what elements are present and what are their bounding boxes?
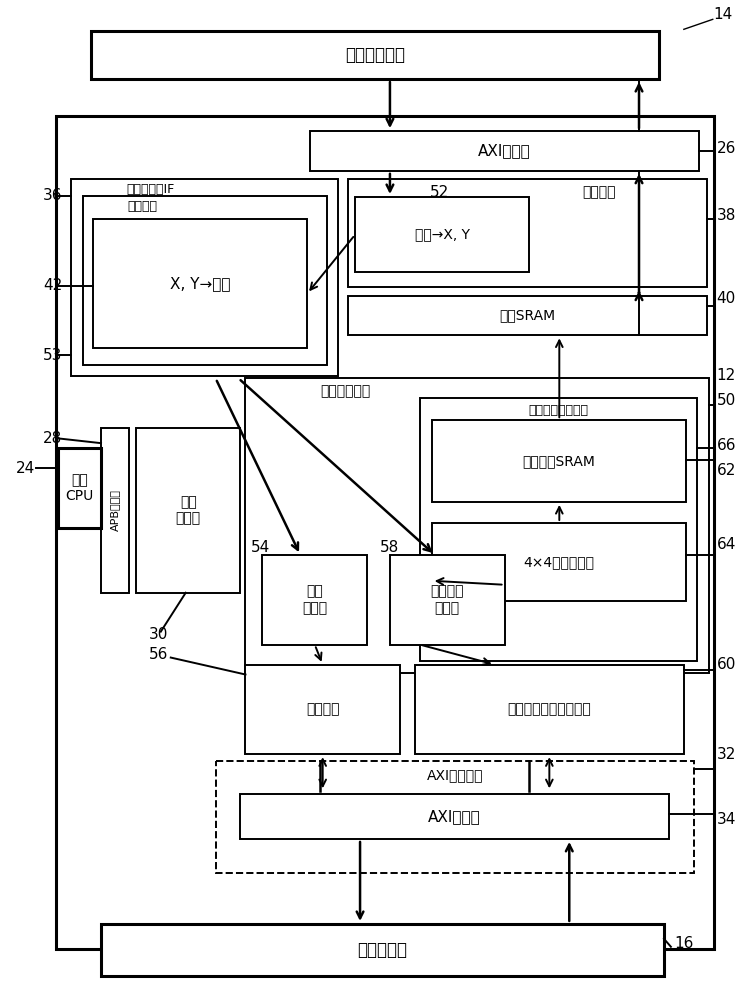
Bar [390, 555, 505, 645]
Text: APB从接口: APB从接口 [110, 490, 120, 531]
Text: 36: 36 [43, 188, 63, 203]
Text: 24: 24 [16, 461, 36, 476]
Bar [348, 296, 707, 335]
Text: 28: 28 [43, 431, 62, 446]
Text: 去瓦SRAM: 去瓦SRAM [500, 309, 556, 323]
Bar [262, 555, 367, 645]
Text: 62: 62 [717, 463, 736, 478]
Bar [246, 665, 400, 754]
Text: 标头缓存: 标头缓存 [306, 702, 339, 716]
Text: 标头
获取器: 标头 获取器 [302, 585, 327, 615]
Text: 26: 26 [717, 141, 736, 156]
Bar [420, 398, 697, 661]
Text: 16: 16 [674, 936, 694, 951]
Text: 超级块解码器核心: 超级块解码器核心 [528, 404, 588, 417]
Text: X, Y→标头: X, Y→标头 [170, 276, 231, 291]
Bar [431, 523, 686, 601]
Text: 40: 40 [717, 291, 736, 306]
Text: 去瓦控制: 去瓦控制 [583, 185, 616, 199]
Text: 重新排序SRAM: 重新排序SRAM [522, 454, 595, 468]
Text: 66: 66 [717, 438, 736, 453]
Text: 预取电路: 预取电路 [128, 200, 158, 213]
Text: 有效载荷缓存及缓冲区: 有效载荷缓存及缓冲区 [508, 702, 591, 716]
Bar [431, 420, 686, 502]
Text: 显示器控制器: 显示器控制器 [345, 46, 405, 64]
Text: 60: 60 [717, 657, 736, 672]
Text: 54: 54 [250, 540, 270, 555]
Text: 存储器映射IF: 存储器映射IF [127, 183, 175, 196]
Text: 58: 58 [380, 540, 399, 555]
Text: 53: 53 [43, 348, 63, 363]
Text: AXI主接口: AXI主接口 [428, 809, 481, 824]
Bar [355, 197, 530, 272]
Text: 38: 38 [717, 208, 736, 223]
Bar [58, 448, 101, 528]
Bar [415, 665, 684, 754]
Bar [91, 31, 659, 79]
Bar [310, 131, 699, 171]
Bar [71, 179, 338, 376]
Bar [101, 428, 129, 593]
Bar [240, 794, 669, 839]
Text: AXI读取模块: AXI读取模块 [426, 768, 483, 782]
Bar [83, 196, 327, 365]
Text: 64: 64 [717, 537, 736, 552]
Text: 56: 56 [149, 647, 169, 662]
Text: 42: 42 [43, 278, 62, 293]
Bar [246, 378, 709, 673]
Text: 地址→X, Y: 地址→X, Y [415, 227, 470, 241]
Text: 50: 50 [717, 393, 736, 408]
Text: 主机
CPU: 主机 CPU [65, 473, 94, 503]
Text: 52: 52 [430, 185, 449, 200]
Text: 32: 32 [717, 747, 736, 762]
Bar [136, 428, 240, 593]
Text: 表面
配置表: 表面 配置表 [175, 495, 201, 526]
Text: 30: 30 [149, 627, 169, 642]
Bar [101, 924, 664, 976]
Text: 12: 12 [717, 368, 736, 383]
Bar [56, 116, 714, 949]
Bar [93, 219, 307, 348]
Text: 4×4解码器核心: 4×4解码器核心 [524, 555, 594, 569]
Bar [348, 179, 707, 287]
Text: 超级块解码器: 超级块解码器 [320, 384, 370, 398]
Text: AXI从接口: AXI从接口 [478, 143, 531, 158]
Text: 14: 14 [714, 7, 733, 22]
Text: 外部存储器: 外部存储器 [357, 941, 407, 959]
Bar [216, 761, 694, 873]
Text: 34: 34 [717, 812, 736, 827]
Text: 有效载荷
获取器: 有效载荷 获取器 [431, 585, 464, 615]
